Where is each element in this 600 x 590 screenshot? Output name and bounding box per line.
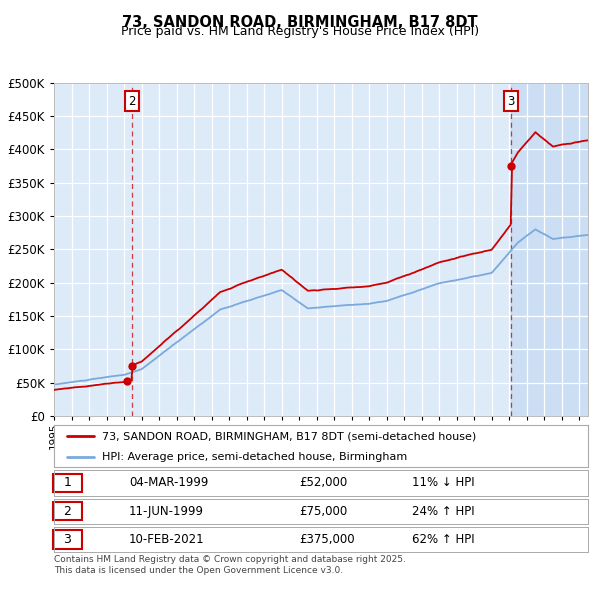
Text: 10-FEB-2021: 10-FEB-2021 [129,533,205,546]
Text: Contains HM Land Registry data © Crown copyright and database right 2025.
This d: Contains HM Land Registry data © Crown c… [54,555,406,575]
Text: 3: 3 [64,533,71,546]
Text: 62% ↑ HPI: 62% ↑ HPI [412,533,475,546]
Bar [53,530,82,549]
Text: 1: 1 [64,476,71,490]
Bar [53,474,82,492]
Text: 24% ↑ HPI: 24% ↑ HPI [412,504,475,518]
Text: £75,000: £75,000 [299,504,348,518]
Text: 04-MAR-1999: 04-MAR-1999 [129,476,208,490]
Text: 11% ↓ HPI: 11% ↓ HPI [412,476,475,490]
Text: 3: 3 [508,95,515,108]
Bar [53,502,82,520]
Text: 11-JUN-1999: 11-JUN-1999 [129,504,204,518]
Text: 2: 2 [128,95,136,108]
Text: HPI: Average price, semi-detached house, Birmingham: HPI: Average price, semi-detached house,… [102,452,407,461]
Text: £52,000: £52,000 [299,476,348,490]
Bar [511,83,597,416]
Text: 73, SANDON ROAD, BIRMINGHAM, B17 8DT (semi-detached house): 73, SANDON ROAD, BIRMINGHAM, B17 8DT (se… [102,431,476,441]
Text: 2: 2 [64,504,71,518]
Text: Price paid vs. HM Land Registry's House Price Index (HPI): Price paid vs. HM Land Registry's House … [121,25,479,38]
Text: £375,000: £375,000 [299,533,355,546]
Text: 73, SANDON ROAD, BIRMINGHAM, B17 8DT: 73, SANDON ROAD, BIRMINGHAM, B17 8DT [122,15,478,30]
